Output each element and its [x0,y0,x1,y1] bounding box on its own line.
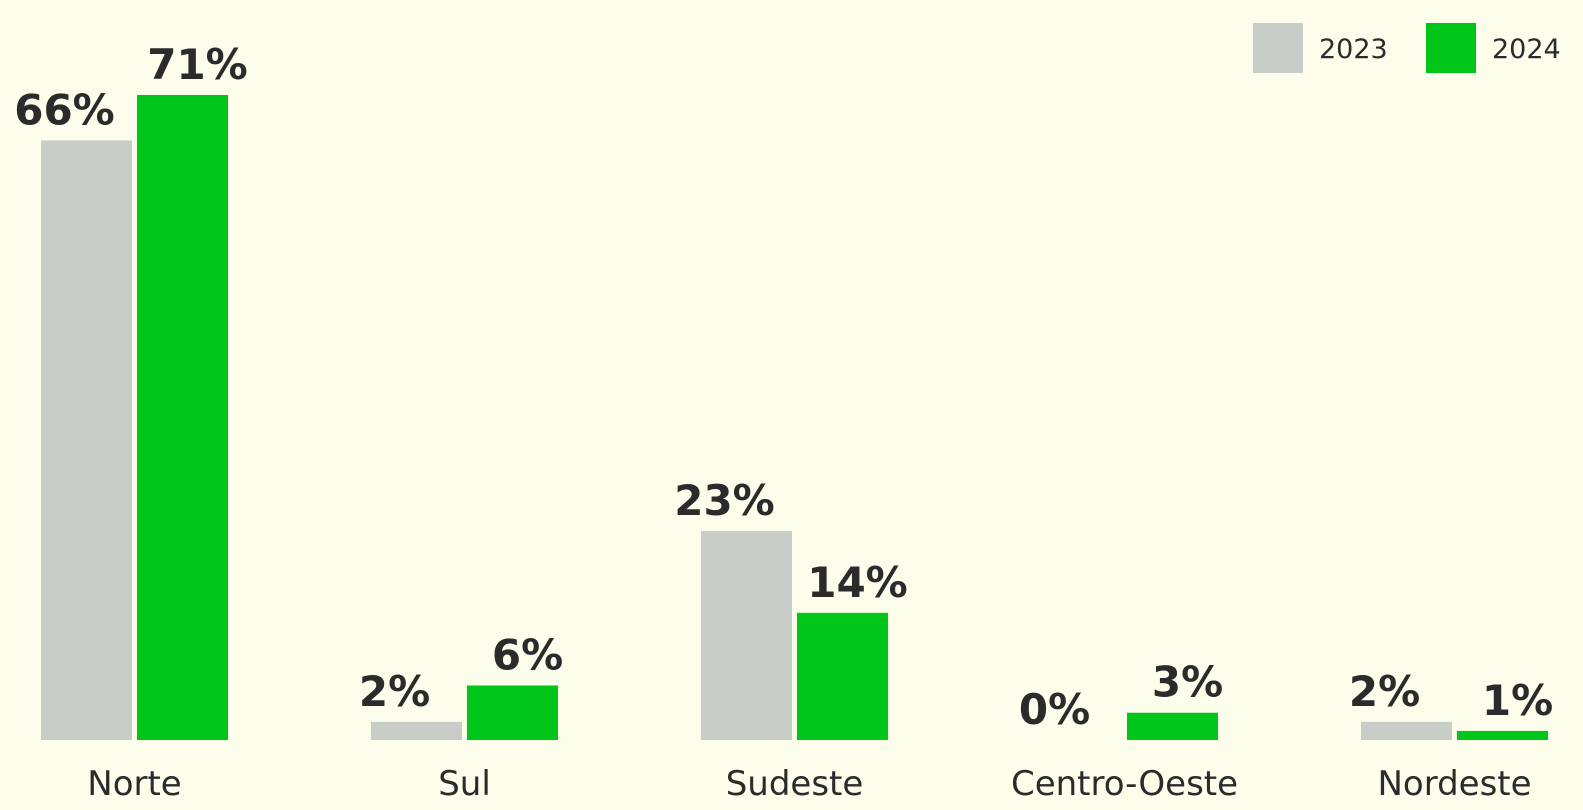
bar [1127,712,1218,740]
legend-label: 2023 [1319,34,1388,65]
value-label: 71% [147,40,248,89]
value-label: 6% [492,630,563,679]
value-label: 23% [674,476,775,525]
bar [137,95,228,740]
value-label: 0% [1019,685,1090,734]
bar [1457,730,1548,740]
legend-swatch [1426,23,1476,73]
x-tick-label: Centro-Oeste [1011,764,1238,804]
value-label: 1% [1482,676,1553,725]
bar [701,531,792,740]
bar [467,685,558,740]
value-label: 2% [359,667,430,716]
value-label: 2% [1349,667,1420,716]
bar [797,612,888,740]
bar [371,721,462,740]
bar [41,140,132,740]
x-tick-label: Sudeste [726,764,864,804]
legend-swatch [1253,23,1303,73]
value-label: 66% [14,85,115,134]
x-tick-label: Sul [438,764,491,804]
x-tick-label: Nordeste [1377,764,1531,804]
bar [1361,721,1452,740]
x-tick-label: Norte [87,764,181,804]
value-label: 14% [807,558,908,607]
value-label: 3% [1152,658,1223,707]
legend-label: 2024 [1492,34,1561,65]
